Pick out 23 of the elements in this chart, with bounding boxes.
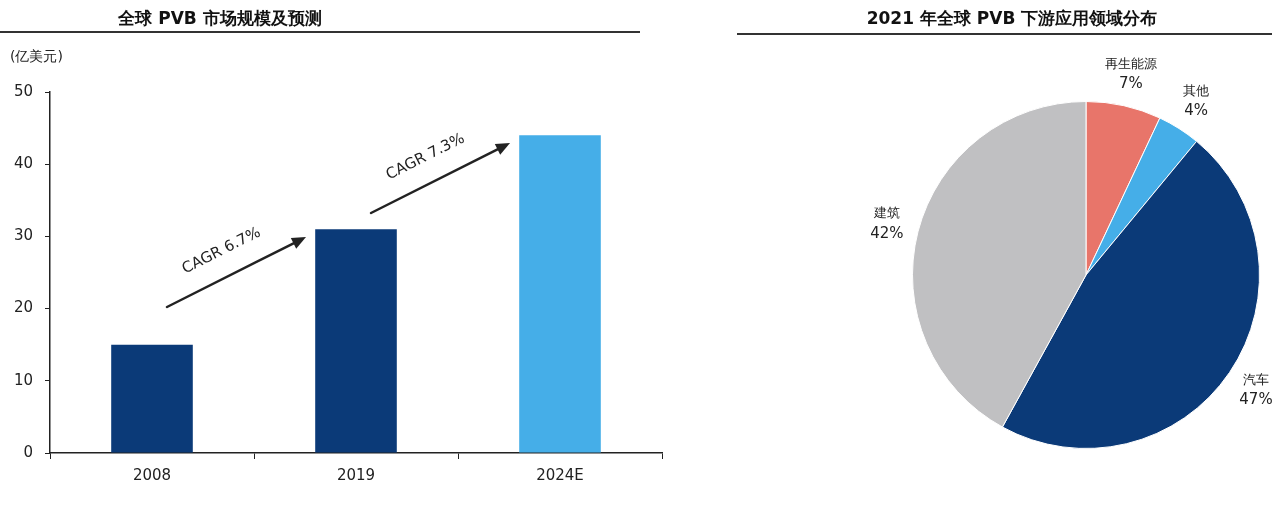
y-tick-label: 20 <box>13 298 33 317</box>
y-tick-label: 10 <box>13 370 33 389</box>
slice-label: 建筑 <box>872 205 900 221</box>
y-axis-title: (亿美元) <box>10 47 63 65</box>
bar <box>315 229 397 453</box>
chart-title: 2021 年全球 PVB 下游应用领域分布 <box>866 8 1158 28</box>
data-label: 7% <box>1118 74 1143 93</box>
x-tick-label: 2024E <box>536 465 584 484</box>
x-tick-label: 2019 <box>336 465 376 484</box>
bar <box>111 344 193 453</box>
data-label: 4% <box>1184 101 1209 120</box>
y-tick-label: 40 <box>13 154 33 173</box>
y-tick-label: 50 <box>13 81 33 100</box>
data-label: 47% <box>1239 390 1272 409</box>
y-tick-label: 0 <box>23 442 33 461</box>
slice-label: 再生能源 <box>1104 55 1157 71</box>
x-tick-label: 2008 <box>132 465 172 484</box>
slice-label: 其他 <box>1183 82 1210 98</box>
data-label: 42% <box>870 223 904 242</box>
bar <box>519 135 601 453</box>
slice-label: 汽车 <box>1242 371 1269 387</box>
chart-title: 全球 PVB 市场规模及预测 <box>118 8 322 28</box>
y-tick-label: 30 <box>13 226 33 245</box>
